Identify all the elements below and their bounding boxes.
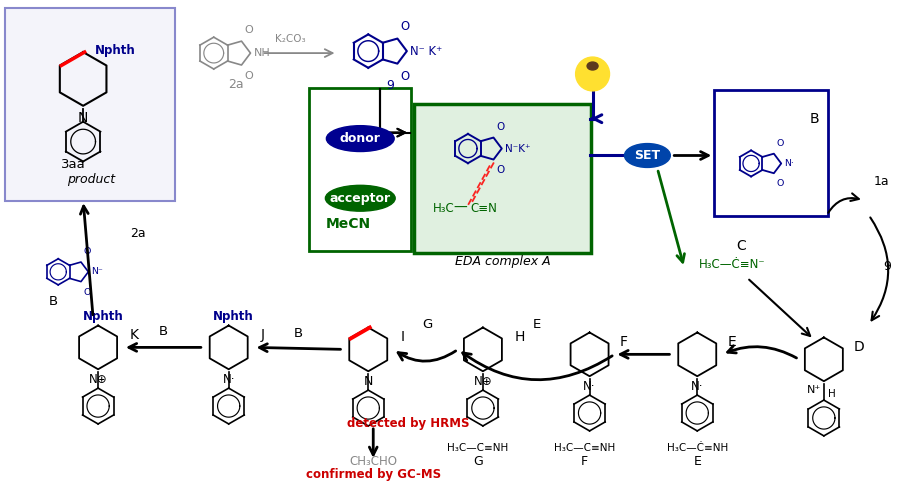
Text: N·: N·: [691, 380, 703, 393]
Text: N⁻ K⁺: N⁻ K⁺: [410, 45, 442, 58]
Text: H: H: [515, 331, 525, 345]
Text: detected by HRMS: detected by HRMS: [347, 417, 470, 430]
Text: Nphth: Nphth: [82, 310, 123, 322]
Text: 2a: 2a: [130, 227, 146, 240]
Text: O: O: [84, 287, 91, 297]
Text: G: G: [422, 318, 433, 331]
Text: N⁻K⁺: N⁻K⁺: [505, 144, 530, 153]
Text: H₃C—Ċ≡N⁻: H₃C—Ċ≡N⁻: [700, 258, 766, 272]
Text: O: O: [776, 139, 785, 148]
Ellipse shape: [624, 144, 671, 167]
Text: F: F: [620, 335, 627, 349]
Text: SET: SET: [634, 149, 661, 162]
Text: I: I: [400, 331, 405, 345]
Text: E: E: [533, 318, 541, 331]
Text: —: —: [453, 201, 467, 215]
Text: MeCN: MeCN: [326, 217, 371, 231]
Text: N: N: [364, 375, 373, 388]
Text: CH₃CHO: CH₃CHO: [349, 454, 397, 468]
Text: EDA complex A: EDA complex A: [454, 255, 550, 268]
FancyBboxPatch shape: [414, 104, 591, 253]
FancyBboxPatch shape: [310, 88, 411, 251]
Text: B: B: [810, 112, 820, 126]
Text: O: O: [244, 71, 253, 81]
Text: N·: N·: [785, 159, 794, 168]
Text: F: F: [581, 454, 588, 468]
Text: N·: N·: [584, 380, 595, 393]
Text: H: H: [828, 389, 835, 399]
Ellipse shape: [587, 62, 598, 70]
Text: 3aa: 3aa: [61, 158, 86, 171]
Text: O: O: [400, 20, 410, 32]
Text: Nphth: Nphth: [95, 44, 136, 57]
Text: K: K: [130, 329, 139, 343]
Ellipse shape: [326, 185, 395, 211]
Text: E: E: [693, 454, 701, 468]
Text: O: O: [400, 70, 410, 83]
FancyBboxPatch shape: [5, 8, 175, 201]
Text: donor: donor: [340, 132, 381, 145]
Text: G: G: [473, 454, 482, 468]
Text: B: B: [49, 295, 58, 308]
Text: O: O: [776, 179, 785, 188]
Text: O: O: [84, 247, 91, 256]
Text: 9: 9: [883, 260, 891, 273]
Text: D: D: [853, 340, 864, 354]
Text: acceptor: acceptor: [329, 192, 391, 205]
Text: N⁻: N⁻: [91, 267, 103, 276]
Text: product: product: [67, 173, 115, 186]
Text: O: O: [497, 166, 505, 176]
Text: K₂CO₃: K₂CO₃: [275, 34, 306, 44]
Text: O: O: [497, 121, 505, 132]
Text: J: J: [261, 329, 264, 343]
Text: N⁺: N⁺: [806, 385, 821, 395]
Text: N·: N·: [223, 373, 235, 386]
Text: 9: 9: [386, 79, 395, 92]
FancyBboxPatch shape: [714, 90, 828, 216]
Text: Nphth: Nphth: [214, 310, 254, 322]
Text: H₃C—Ċ≡NH: H₃C—Ċ≡NH: [667, 443, 728, 453]
Ellipse shape: [327, 126, 395, 151]
Text: N: N: [78, 111, 89, 125]
Text: NH: NH: [253, 48, 271, 58]
Text: H₃C—C̄≡NH: H₃C—C̄≡NH: [447, 443, 509, 453]
Text: C: C: [737, 239, 746, 253]
Text: E: E: [727, 335, 736, 349]
Text: 2a: 2a: [228, 78, 243, 91]
Text: N⊕: N⊕: [89, 373, 108, 386]
Text: O: O: [244, 25, 253, 35]
Text: confirmed by GC-MS: confirmed by GC-MS: [306, 468, 441, 481]
Text: H₃C: H₃C: [433, 202, 455, 215]
Text: B: B: [158, 325, 167, 338]
Circle shape: [576, 57, 609, 91]
Text: 1a: 1a: [873, 175, 890, 188]
Text: N⊕: N⊕: [473, 375, 492, 388]
Text: B: B: [294, 328, 303, 340]
Text: C≡N: C≡N: [470, 202, 497, 215]
Text: H₃C—C̄≡NH: H₃C—C̄≡NH: [554, 443, 615, 453]
